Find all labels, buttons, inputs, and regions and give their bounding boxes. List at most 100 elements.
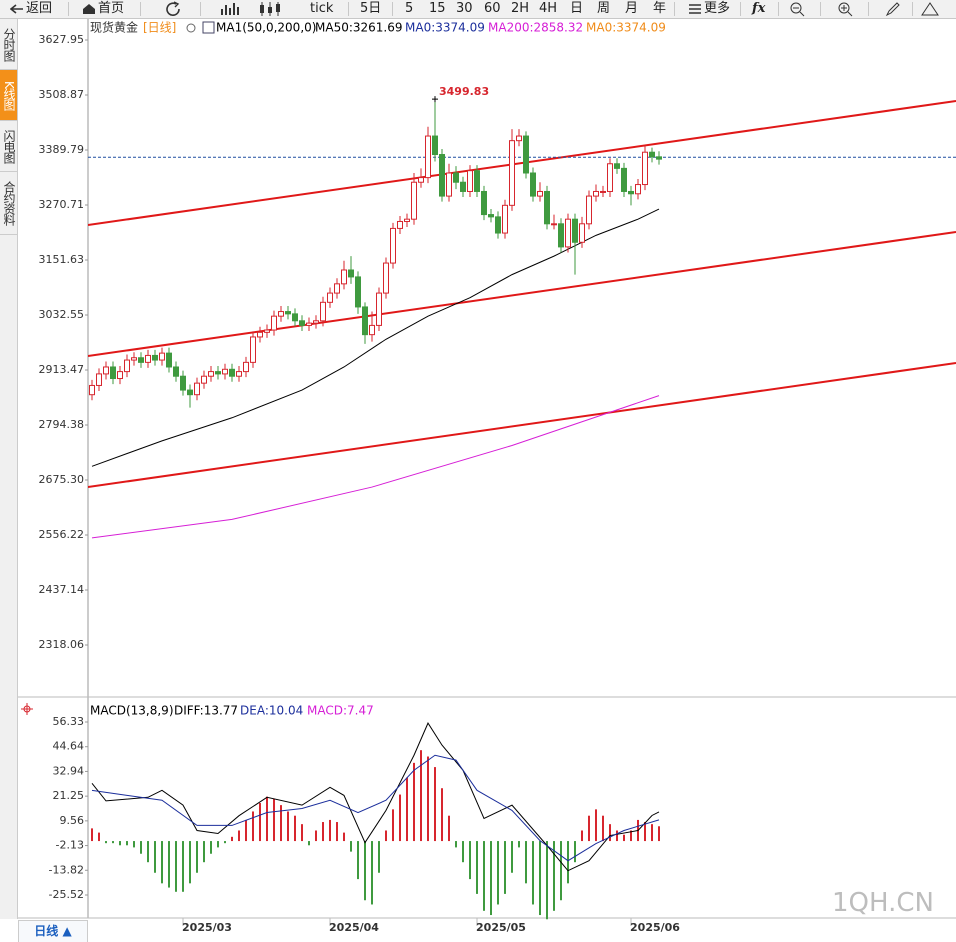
chart-style-button[interactable] <box>220 0 242 18</box>
candle-body <box>474 170 480 192</box>
tab[interactable]: 分时图 <box>0 19 17 70</box>
annotation: 3499.83 <box>439 85 489 98</box>
candle-body <box>117 371 123 380</box>
period-button[interactable]: 5日 <box>360 0 381 18</box>
histogram-bar <box>350 841 352 852</box>
candle-body <box>187 389 193 396</box>
y-tick-label: 3270.71 <box>39 198 85 211</box>
period-button[interactable]: 4H <box>539 0 557 18</box>
histogram-bar <box>98 832 100 842</box>
y-tick-label: -13.82 <box>49 863 84 876</box>
tab[interactable]: 闪电图 <box>0 121 17 172</box>
tab-active[interactable]: K线图 <box>0 70 17 121</box>
histogram-bar <box>427 756 429 842</box>
candle-body <box>453 172 459 183</box>
indicator-icon[interactable] <box>202 21 215 34</box>
candle-body <box>355 276 361 308</box>
tab[interactable]: 合约资料 <box>0 172 17 235</box>
histogram-bar <box>105 841 107 844</box>
histogram-bar <box>581 830 583 842</box>
period-button[interactable]: 周 <box>597 0 610 18</box>
candle-body <box>89 384 95 396</box>
histogram-bar <box>448 815 450 842</box>
histogram-bar <box>609 824 611 842</box>
candle-body <box>103 366 109 375</box>
formula-button[interactable]: fx <box>752 0 765 18</box>
histogram-bar <box>616 830 618 842</box>
back-button[interactable]: 返回 <box>10 0 52 18</box>
more-button[interactable]: 更多 <box>688 0 730 18</box>
legend-entry: MA0:3374.09 <box>586 21 666 35</box>
histogram-bar <box>126 841 128 846</box>
period-button[interactable]: 月 <box>625 0 638 18</box>
period-button[interactable]: 30 <box>456 0 473 18</box>
candle-body <box>257 331 263 338</box>
label: 月 <box>625 1 639 16</box>
candle-body <box>208 371 214 377</box>
period-button[interactable]: 5 <box>405 0 413 18</box>
home-button[interactable]: 首页 <box>82 0 124 18</box>
zoom-out-button[interactable] <box>789 0 805 18</box>
histogram-bar <box>371 841 373 905</box>
histogram-bar <box>203 841 205 863</box>
period-button[interactable]: 15 <box>429 0 446 18</box>
histogram-bar <box>147 841 149 863</box>
x-tick-label: 2025/03 <box>182 921 232 934</box>
shape-button[interactable] <box>920 0 940 18</box>
legend-entry: MA50:3261.69 <box>315 21 403 35</box>
histogram-bar <box>539 841 541 916</box>
candle-body <box>327 292 333 303</box>
y-tick-label: 3508.87 <box>39 88 85 101</box>
candle-style-button[interactable] <box>258 0 284 18</box>
period-button[interactable]: 60 <box>484 0 501 18</box>
histogram-bar <box>245 819 247 842</box>
period-button[interactable]: 年 <box>653 0 666 18</box>
period-button[interactable]: tick <box>310 0 333 18</box>
histogram-bar <box>532 841 534 905</box>
histogram-bar <box>623 834 625 842</box>
histogram-bar <box>315 830 317 842</box>
candle-body <box>439 154 445 197</box>
candle-body <box>180 375 186 391</box>
histogram-bar <box>343 832 345 842</box>
period-button[interactable]: 日 <box>570 0 583 18</box>
histogram-bar <box>189 841 191 884</box>
histogram-bar <box>462 841 464 863</box>
histogram-bar <box>644 822 646 842</box>
panel-title: 现货黄金 <box>90 20 138 35</box>
label: 2H <box>511 1 530 16</box>
draw-button[interactable] <box>885 0 901 18</box>
toolbar: 返回 首页 tick 5日 5 15 30 60 2H 4H 日 周 月 年 更… <box>0 0 956 19</box>
histogram-bar <box>511 841 513 873</box>
histogram-bar <box>231 836 233 842</box>
histogram-bar <box>574 841 576 863</box>
candle-body <box>530 172 536 197</box>
candle-body <box>362 306 368 336</box>
histogram-bar <box>378 841 380 873</box>
period-button[interactable]: 2H <box>511 0 529 18</box>
candle-body <box>285 311 291 315</box>
add-icon[interactable] <box>186 23 196 33</box>
label: 5 <box>405 1 414 16</box>
legend-entry: MA0:3374.09 <box>405 21 485 35</box>
zoom-in-button[interactable] <box>837 0 853 18</box>
histogram-bar <box>455 841 457 848</box>
histogram-bar <box>406 777 408 842</box>
sidebar: 分时图 K线图 闪电图 合约资料 <box>0 19 18 919</box>
histogram-bar <box>651 824 653 842</box>
histogram-bar <box>259 803 261 842</box>
histogram-bar <box>336 822 338 842</box>
candle-body <box>369 324 375 336</box>
histogram-bar <box>287 811 289 842</box>
histogram-bar <box>392 809 394 842</box>
histogram-bar <box>217 841 219 848</box>
candle-body <box>222 368 228 375</box>
candle-body <box>579 223 585 243</box>
moving-average-line <box>91 395 660 539</box>
refresh-button[interactable] <box>165 0 183 18</box>
y-tick-label: -2.13 <box>56 839 84 852</box>
candle-body <box>292 313 298 322</box>
histogram-bar <box>266 796 268 842</box>
period-selector[interactable]: 日线 ▲ <box>18 920 88 942</box>
